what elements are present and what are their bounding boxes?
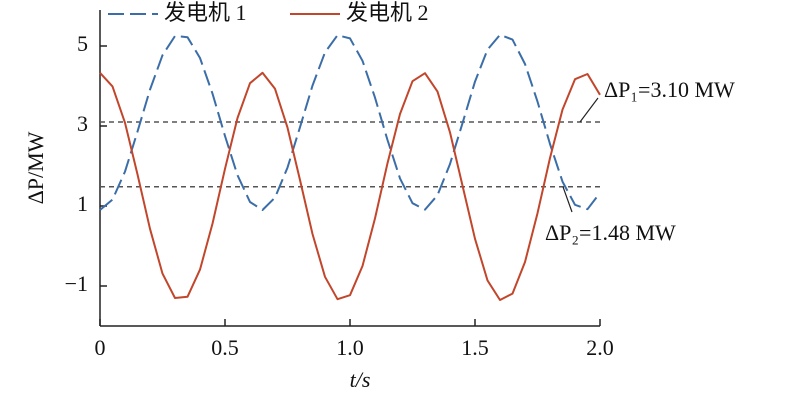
y-tick-label: −1 (65, 271, 88, 296)
x-tick-label: 2.0 (586, 335, 614, 360)
reference-label: ΔP₁=3.10 MW (604, 77, 735, 102)
x-tick-label: 0.5 (211, 335, 239, 360)
series-line (99, 33, 601, 211)
x-tick-label: 0 (95, 335, 106, 360)
x-axis-label: t/s (350, 367, 371, 392)
reference-label: ΔP₂=1.48 MW (545, 220, 676, 245)
y-tick-label: 1 (77, 191, 88, 216)
legend-label: 发电机 2 (346, 0, 429, 25)
legend-label: 发电机 1 (164, 0, 247, 25)
x-tick-label: 1.0 (336, 335, 364, 360)
series-line (99, 71, 601, 301)
leader-line (579, 97, 599, 123)
y-tick-label: 5 (77, 31, 88, 56)
y-axis-label: ΔP/MW (23, 131, 48, 204)
leader-line (562, 186, 573, 213)
y-tick-label: 3 (77, 111, 88, 136)
x-tick-label: 1.5 (461, 335, 489, 360)
